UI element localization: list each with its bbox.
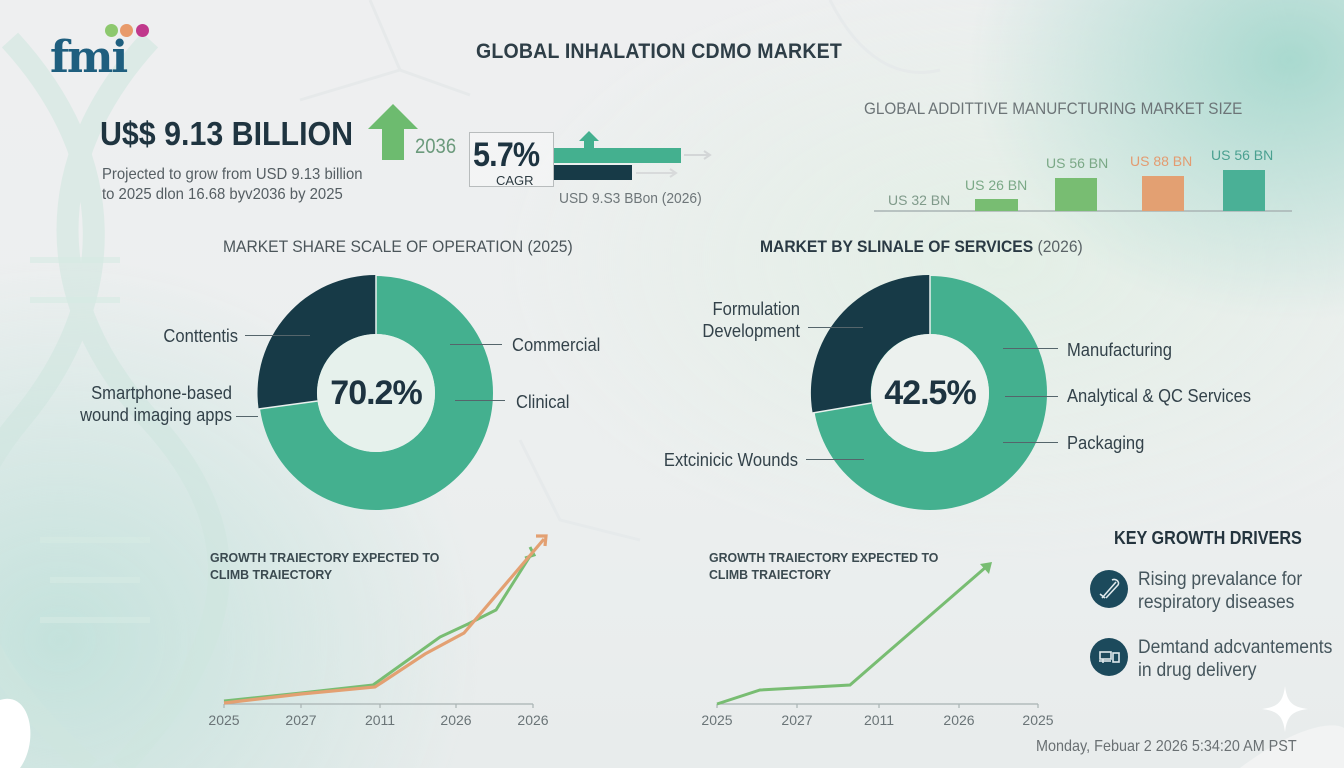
logo-text: fmi (50, 32, 128, 83)
growth-left-line-chart: 2025 2027 2011 2026 2026 (208, 534, 549, 725)
services-title-year: (2026) (1037, 237, 1083, 256)
timestamp: Monday, Febuar 2 2026 5:34:20 AM PST (1036, 738, 1297, 755)
leader-line (1005, 396, 1058, 397)
tick-label: 2026 (943, 712, 974, 728)
tick-label: 2027 (285, 712, 316, 725)
orange-arrow-head-icon (536, 534, 548, 547)
label-smartphone-apps: Smartphone-based wound imaging apps (55, 382, 232, 426)
tick-label: 2011 (864, 712, 894, 728)
series-green-line (716, 565, 987, 706)
tick-label: 2025 (701, 712, 732, 728)
driver-text-line-2: respiratory diseases (1138, 592, 1295, 613)
services-title-text: MARKET BY SLINALE OF SERVICES (760, 237, 1034, 256)
projection-line-1: Projected to grow from USD 9.13 billion (102, 166, 363, 183)
additive-chart-title: GLOBAL ADDITTIVE MANUFCTURING MARKET SIZ… (864, 99, 1243, 118)
growth-left-title-line-2: CLIMB TRAIECTORY (210, 567, 333, 582)
arrow-year: 2036 (415, 135, 457, 158)
series-green-line (223, 552, 534, 703)
label-formulation-line-1: Formulation (712, 299, 800, 319)
label-formulation-development: Formulation Development (653, 298, 800, 342)
green-arrow-head-icon (980, 562, 992, 574)
donut-slice-contentis (257, 274, 376, 409)
leader-line (455, 400, 505, 401)
driver-text-line-1: Rising prevalance for (1138, 569, 1303, 590)
label-commercial: Commercial (512, 335, 601, 355)
leader-line (450, 344, 502, 345)
services-title: MARKET BY SLINALE OF SERVICES (2026) (760, 237, 1083, 257)
cagr-bar-navy (554, 165, 632, 180)
driver-text-line-2: in drug delivery (1138, 660, 1257, 681)
label-smartphone-line-1: Smartphone-based (91, 383, 232, 403)
label-smartphone-line-2: wound imaging apps (80, 405, 233, 425)
label-clinical: Clinical (516, 392, 570, 412)
driver-item-drug-delivery: Demtand adcvantements in drug delivery (1090, 636, 1344, 682)
key-growth-drivers-title: KEY GROWTH DRIVERS (1114, 528, 1302, 548)
driver-text: Rising prevalance for respiratory diseas… (1138, 568, 1302, 614)
bar-label-4: US 88 BN (1130, 153, 1192, 169)
logo-dot-green (105, 24, 118, 37)
tick-label: 2026 (517, 712, 548, 725)
driver-text: Demtand adcvantements in drug delivery (1138, 636, 1332, 682)
donut-center-value: 70.2% (330, 373, 422, 412)
cagr-bar-chart (554, 131, 712, 180)
tick-label: 2026 (440, 712, 471, 725)
small-up-arrow-icon (579, 131, 599, 148)
projection-text: Projected to grow from USD 9.13 billion … (102, 165, 363, 205)
leader-line (236, 416, 258, 417)
scale-of-operation-donut: 70.2% (256, 273, 496, 513)
driver-text-line-1: Demtand adcvantements (1138, 637, 1333, 658)
sparkle-icon[interactable] (1262, 686, 1308, 732)
scale-of-operation-title: MARKET SHARE SCALE OF OPERATION (2025) (223, 237, 573, 256)
bar-label-2: US 26 BN (965, 177, 1027, 193)
additive-bar-chart: US 32 BN US 26 BN US 56 BN US 88 BN US 5… (874, 147, 1292, 212)
logo-dot-orange (120, 24, 133, 37)
donut-slice-formulation (810, 274, 930, 413)
tick-label: 2027 (781, 712, 812, 728)
bar-label-1: US 32 BN (888, 192, 950, 208)
label-contentis: Conttentis (163, 326, 238, 346)
up-arrow-icon (368, 104, 418, 160)
growth-right-title-line-1: GROWTH TRAIECTORY EXPECTED TO (709, 550, 939, 565)
bar-2 (975, 199, 1018, 211)
leader-line (1003, 442, 1058, 443)
bar-label-5: US 56 BN (1211, 147, 1273, 163)
page-title: GLOBAL INHALATION CDMO MARKET (476, 40, 842, 63)
leader-line (245, 335, 310, 336)
projection-line-2: to 2025 dlon 16.68 byv2036 by 2025 (102, 186, 343, 203)
growth-right-title-line-2: CLIMB TRAIECTORY (709, 567, 832, 582)
label-formulation-line-2: Development (702, 321, 800, 341)
growth-left-title: GROWTH TRAIECTORY EXPECTED TO CLIMB TRAI… (210, 549, 439, 583)
label-extcinicic-wounds: Extcinicic Wounds (663, 450, 798, 470)
cagr-box: 5.7% CAGR (469, 132, 554, 188)
cagr-caption: USD 9.S3 BBon (2026) (559, 190, 702, 207)
bar-5 (1223, 170, 1265, 211)
growth-left-title-line-1: GROWTH TRAIECTORY EXPECTED TO (210, 550, 440, 565)
donut-center-value: 42.5% (884, 373, 976, 412)
market-value: U$$ 9.13 BILLION (100, 115, 354, 152)
logo-dot-magenta (136, 24, 149, 37)
growth-right-line-chart: 2025 2027 2011 2026 2025 (701, 562, 1054, 728)
inhaler-icon (1090, 570, 1128, 608)
series-orange-line (223, 537, 546, 705)
leader-line (808, 327, 863, 328)
bar-label-3: US 56 BN (1046, 155, 1108, 171)
label-manufacturing: Manufacturing (1067, 340, 1172, 360)
label-analytical-qc: Analytical & QC Services (1067, 386, 1252, 406)
leader-line (1003, 348, 1058, 349)
growth-right-title: GROWTH TRAIECTORY EXPECTED TO CLIMB TRAI… (709, 549, 938, 583)
cagr-value: 5.7% (473, 136, 540, 174)
services-donut: 42.5% (810, 273, 1050, 513)
cagr-label: CAGR (496, 173, 534, 188)
fmi-logo[interactable]: fmi (50, 20, 160, 80)
leader-line (806, 459, 864, 460)
tick-label: 2025 (208, 712, 239, 725)
bar-3 (1055, 178, 1097, 211)
drug-delivery-icon (1090, 638, 1128, 676)
driver-item-respiratory: Rising prevalance for respiratory diseas… (1090, 568, 1316, 614)
tick-label: 2011 (365, 712, 395, 725)
bar-4 (1142, 176, 1184, 211)
tick-label: 2025 (1022, 712, 1053, 728)
cagr-bar-teal (554, 148, 681, 163)
label-packaging: Packaging (1067, 433, 1145, 453)
